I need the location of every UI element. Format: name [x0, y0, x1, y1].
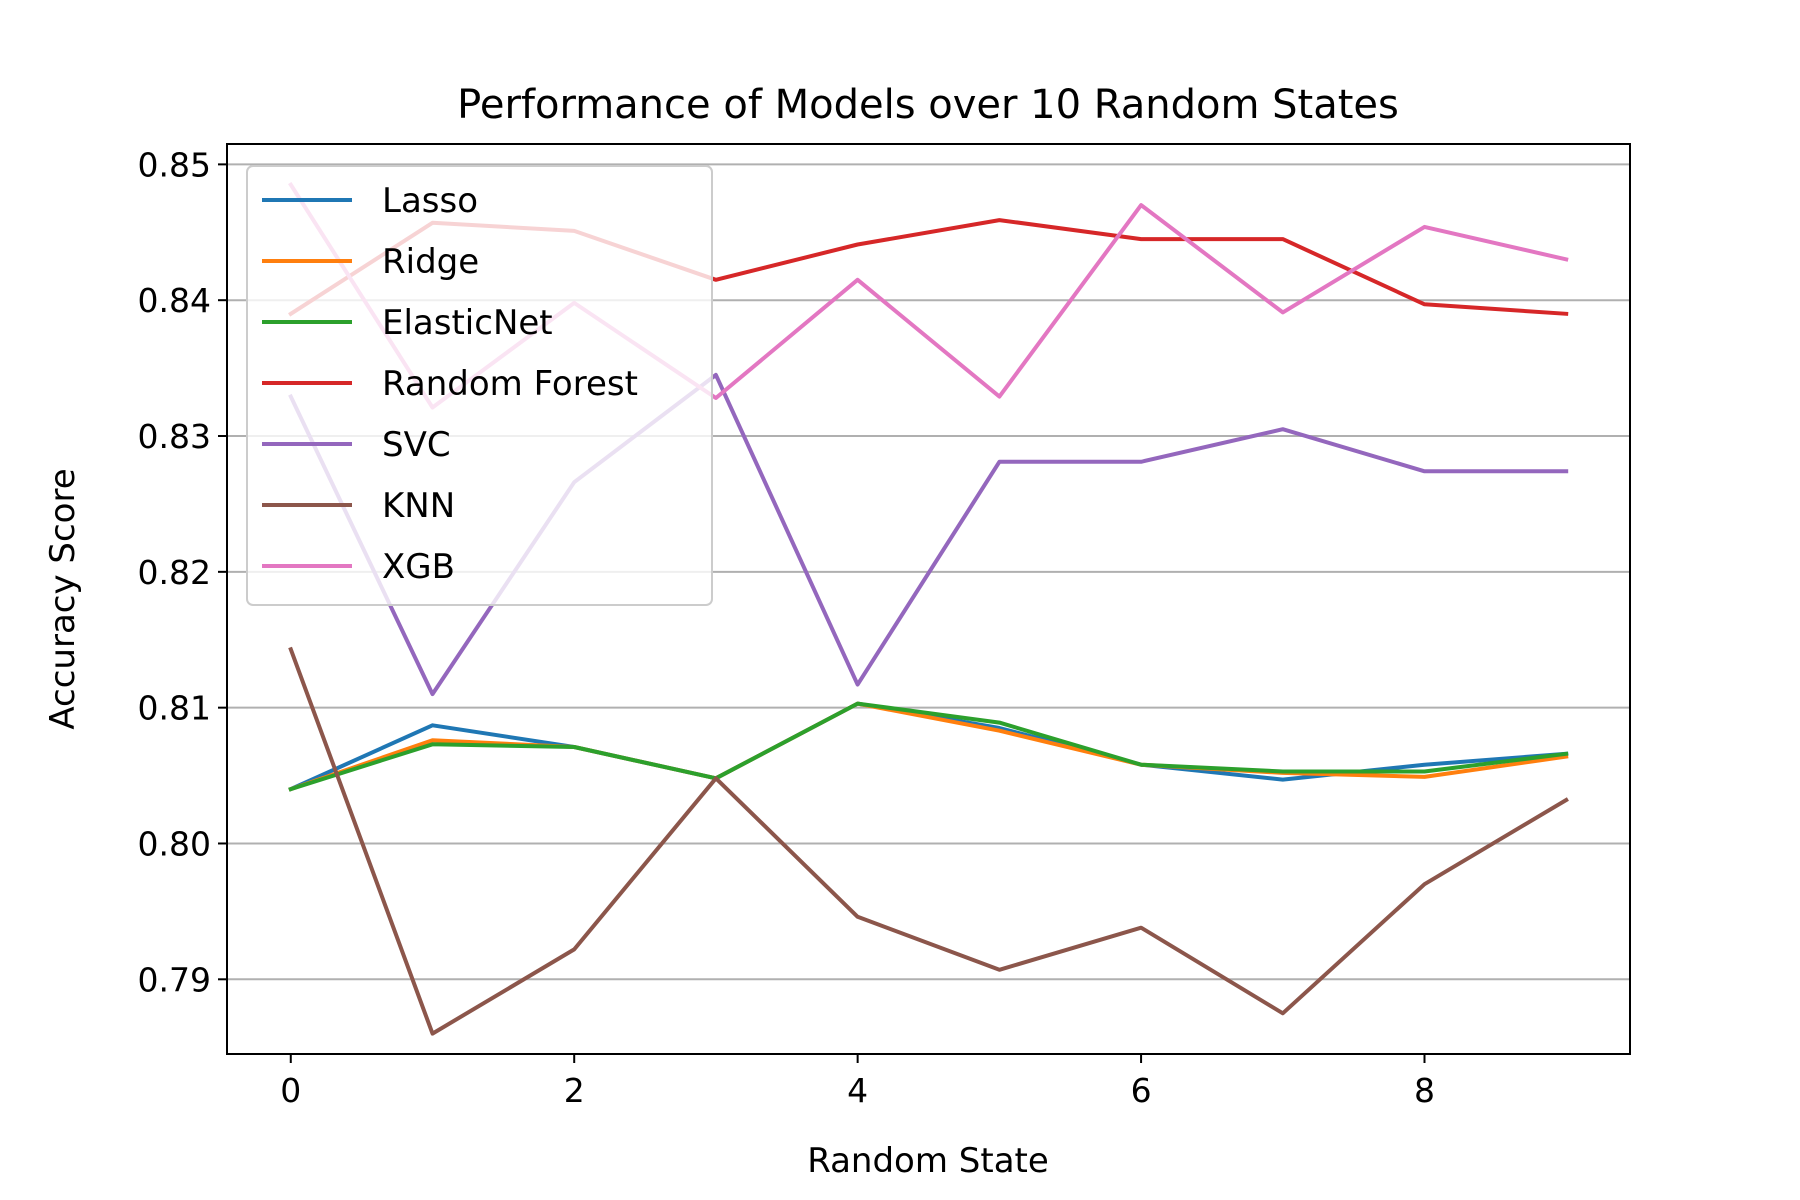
- x-tick-label: 0: [280, 1071, 301, 1110]
- chart-title: Performance of Models over 10 Random Sta…: [457, 82, 1399, 128]
- legend-label: Lasso: [382, 181, 478, 221]
- y-tick-label: 0.83: [138, 417, 211, 456]
- legend-label: Ridge: [382, 242, 479, 282]
- x-tick-label: 2: [564, 1071, 585, 1110]
- y-axis-label: Accuracy Score: [43, 468, 83, 729]
- y-tick-label: 0.85: [138, 145, 211, 184]
- x-axis-ticks: 0 2 4 6 8: [280, 1054, 1435, 1110]
- legend-label: Random Forest: [382, 364, 638, 404]
- legend-box: [246, 165, 713, 606]
- y-axis-ticks: 0.79 0.80 0.81 0.82 0.83 0.84 0.85: [138, 145, 227, 999]
- y-tick-label: 0.81: [138, 689, 211, 728]
- legend-label: KNN: [382, 486, 455, 526]
- y-tick-label: 0.84: [138, 281, 211, 320]
- legend-entries: Lasso Ridge ElasticNet Random Forest SVC KNN X…: [262, 181, 638, 587]
- y-tick-label: 0.80: [138, 824, 211, 863]
- legend: Lasso Ridge ElasticNet Random Forest SVC KNN X…: [246, 165, 713, 606]
- y-tick-label: 0.79: [138, 960, 211, 999]
- plot-frame: [226, 143, 1631, 1055]
- series-line-elasticnet: [288, 701, 1569, 792]
- y-tick-label: 0.82: [138, 553, 211, 592]
- x-tick-label: 4: [847, 1071, 868, 1110]
- legend-label: ElasticNet: [382, 303, 553, 343]
- x-tick-label: 6: [1131, 1071, 1152, 1110]
- series-line-knn: [288, 646, 1569, 1036]
- x-tick-label: 8: [1414, 1071, 1435, 1110]
- legend-label: SVC: [382, 425, 451, 465]
- legend-label: XGB: [382, 547, 455, 587]
- x-axis-label: Random State: [807, 1141, 1049, 1181]
